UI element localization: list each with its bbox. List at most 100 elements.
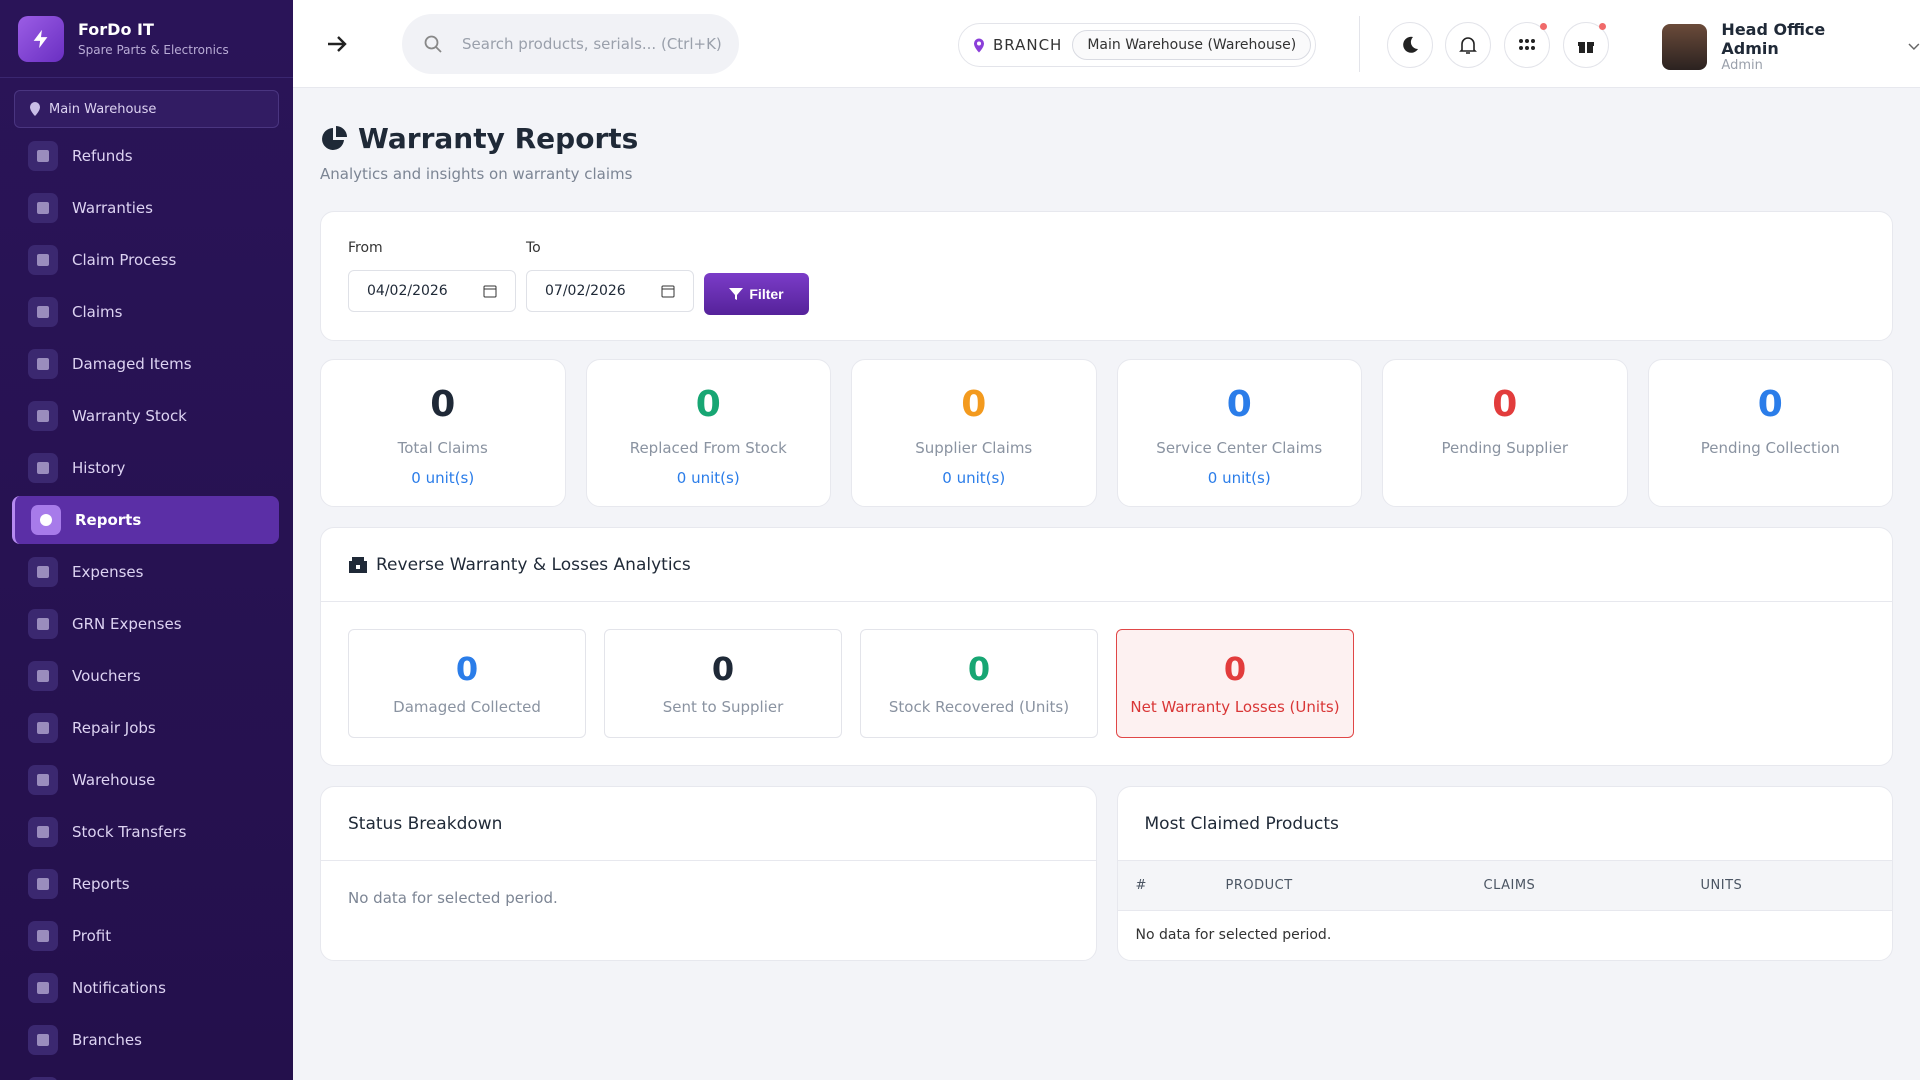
reverse-label: Sent to Supplier <box>662 698 784 716</box>
notifications-button[interactable] <box>1445 22 1491 68</box>
theme-toggle[interactable] <box>1387 22 1433 68</box>
menu-item[interactable]: Branches <box>12 1016 279 1064</box>
most-claimed-header: Most Claimed Products <box>1117 787 1892 861</box>
to-value: 07/02/2026 <box>545 283 626 299</box>
user-menu[interactable]: Head Office Admin Admin <box>1662 20 1920 73</box>
reverse-stat: 0 Sent to Supplier <box>604 629 842 738</box>
menu-item[interactable]: GRN Expenses <box>12 600 279 648</box>
column-header: CLAIMS <box>1483 878 1536 893</box>
reverse-card: Reverse Warranty & Losses Analytics 0 Dam… <box>320 527 1893 766</box>
stat-card: 0 Supplier Claims 0 unit(s) <box>851 359 1097 507</box>
column-header: UNITS <box>1700 878 1743 893</box>
icon-glyph <box>37 462 49 474</box>
menu-icon <box>28 141 58 171</box>
menu-label: Notifications <box>72 979 166 997</box>
menu-item[interactable]: Stock Transfers <box>12 808 279 856</box>
expand-button[interactable] <box>326 33 348 55</box>
page-title: Warranty Reports <box>320 122 1893 155</box>
menu-icon <box>28 1077 58 1080</box>
menu-item[interactable]: Damaged Items <box>12 340 279 388</box>
menu-icon <box>28 1025 58 1055</box>
topbar: Search products, serials... (Ctrl+K) BRA… <box>293 0 1920 88</box>
reverse-label: Damaged Collected <box>393 698 541 716</box>
icon-glyph <box>37 254 49 266</box>
stat-sub: 0 unit(s) <box>676 469 740 487</box>
stat-value: 0 <box>1226 384 1252 425</box>
menu-icon <box>28 297 58 327</box>
menu-item[interactable]: Users <box>12 1068 279 1080</box>
stat-label: Pending Supplier <box>1441 439 1569 457</box>
menu-item[interactable]: Reports <box>12 496 279 544</box>
filter-button[interactable]: Filter <box>704 273 809 315</box>
menu-item[interactable]: Refunds <box>12 132 279 180</box>
menu-label: Repair Jobs <box>72 719 156 737</box>
brand: ForDo IT Spare Parts & Electronics <box>0 0 293 78</box>
stat-value: 0 <box>1757 384 1783 425</box>
to-label: To <box>526 240 541 256</box>
search-box[interactable]: Search products, serials... (Ctrl+K) <box>402 14 739 74</box>
icon-glyph <box>40 514 52 526</box>
menu-label: Refunds <box>72 147 133 165</box>
menu-item[interactable]: Warranty Stock <box>12 392 279 440</box>
menu-item[interactable]: Notifications <box>12 964 279 1012</box>
stat-value: 0 <box>695 384 721 425</box>
stat-sub: 0 unit(s) <box>942 469 1006 487</box>
gifts-button[interactable] <box>1563 22 1609 68</box>
stat-sub: 0 unit(s) <box>1207 469 1271 487</box>
stat-card: 0 Replaced From Stock 0 unit(s) <box>585 359 831 507</box>
from-input[interactable]: 04/02/2026 <box>348 270 516 312</box>
user-name: Head Office Admin <box>1721 20 1826 58</box>
icon-glyph <box>37 150 49 162</box>
menu-item[interactable]: Repair Jobs <box>12 704 279 752</box>
menu-icon <box>28 713 58 743</box>
apps-button[interactable] <box>1504 22 1550 68</box>
menu: Refunds Warranties Claim Process Claims Dama… <box>0 132 293 1080</box>
table-header: # PRODUCT CLAIMS UNITS <box>1117 861 1892 911</box>
reverse-stat: 0 Damaged Collected <box>348 629 586 738</box>
stat-card: 0 Service Center Claims 0 unit(s) <box>1116 359 1362 507</box>
menu-item[interactable]: Warehouse <box>12 756 279 804</box>
reverse-value: 0 <box>455 650 479 688</box>
reverse-header: Reverse Warranty & Losses Analytics <box>321 528 1892 602</box>
column-header: # <box>1135 878 1147 893</box>
menu-label: Vouchers <box>72 667 141 685</box>
user-role: Admin <box>1721 58 1763 73</box>
menu-item[interactable]: History <box>12 444 279 492</box>
brand-tagline: Spare Parts & Electronics <box>78 43 229 57</box>
menu-item[interactable]: Warranties <box>12 184 279 232</box>
menu-item[interactable]: Expenses <box>12 548 279 596</box>
menu-label: History <box>72 459 126 477</box>
menu-item[interactable]: Reports <box>12 860 279 908</box>
branch-selector[interactable]: BRANCH Main Warehouse (Warehouse) <box>958 23 1316 67</box>
menu-item[interactable]: Vouchers <box>12 652 279 700</box>
avatar <box>1662 23 1708 70</box>
reverse-cards: 0 Damaged Collected 0 Sent to Supplier 0 Stoc… <box>321 602 1892 765</box>
menu-item[interactable]: Claim Process <box>12 236 279 284</box>
reverse-value: 0 <box>711 650 735 688</box>
brand-name: ForDo IT <box>78 20 154 39</box>
reverse-stat: 0 Stock Recovered (Units) <box>860 629 1098 738</box>
menu-label: Reports <box>72 875 130 893</box>
menu-item[interactable]: Profit <box>12 912 279 960</box>
icon-glyph <box>37 982 49 994</box>
stat-value: 0 <box>961 384 987 425</box>
icon-glyph <box>37 306 49 318</box>
icon-glyph <box>37 670 49 682</box>
menu-icon <box>28 765 58 795</box>
location-name: Main Warehouse <box>49 101 157 117</box>
location-selector[interactable]: Main Warehouse <box>14 90 279 128</box>
from-label: From <box>348 240 383 256</box>
logo <box>18 15 64 62</box>
branch-value: Main Warehouse (Warehouse) <box>1072 30 1312 60</box>
stat-label: Replaced From Stock <box>629 439 787 457</box>
icon-glyph <box>37 878 49 890</box>
menu-label: Warehouse <box>72 771 156 789</box>
reverse-value: 0 <box>1223 650 1247 688</box>
icon-glyph <box>37 774 49 786</box>
menu-label: Claims <box>72 303 123 321</box>
reverse-value: 0 <box>967 650 991 688</box>
to-input[interactable]: 07/02/2026 <box>526 270 694 312</box>
menu-item[interactable]: Claims <box>12 288 279 336</box>
menu-icon <box>28 921 58 951</box>
